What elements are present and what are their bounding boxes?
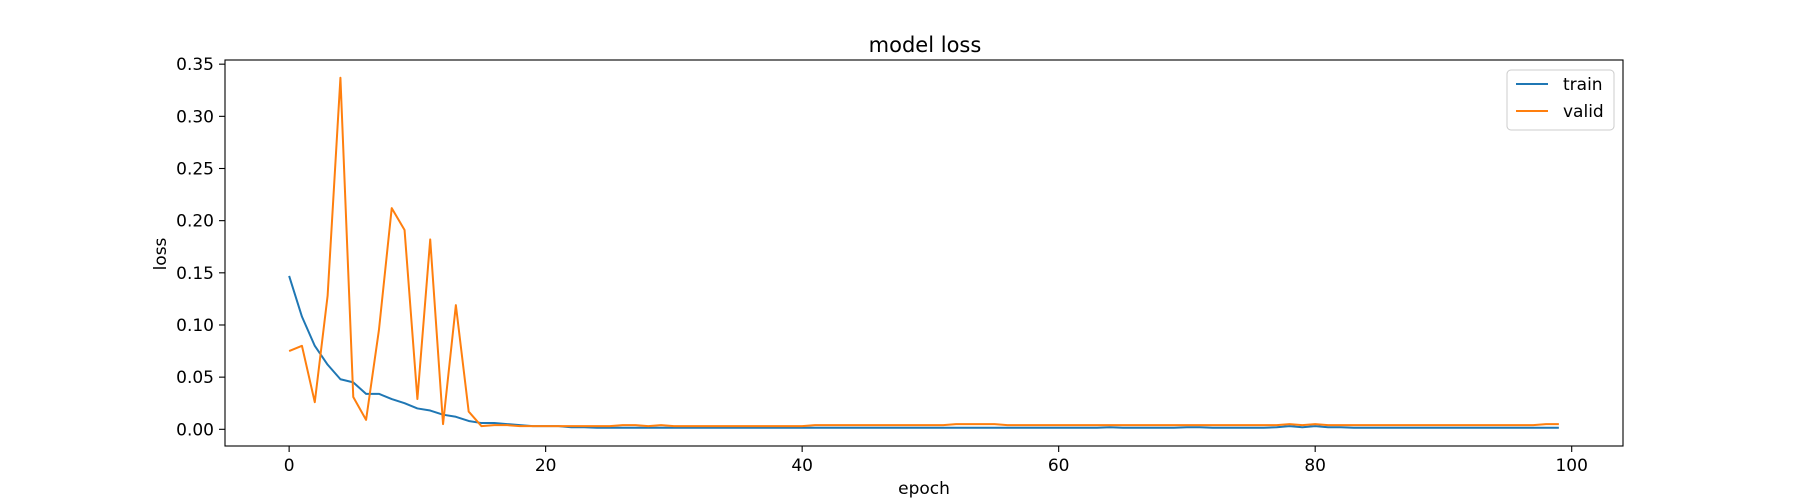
- y-tick-label: 0.15: [176, 264, 214, 284]
- y-tick-label: 0.30: [176, 107, 214, 127]
- series-line-train: [288, 275, 1559, 429]
- x-tick-label: 100: [1555, 456, 1587, 476]
- y-tick-label: 0.00: [176, 420, 214, 440]
- series-line-valid: [288, 76, 1559, 428]
- y-tick-label: 0.35: [176, 55, 214, 75]
- y-tick-label: 0.25: [176, 159, 214, 179]
- legend-label-valid: valid: [1563, 102, 1604, 122]
- x-axis-label: epoch: [898, 479, 950, 499]
- chart-title: model loss: [869, 33, 982, 57]
- y-tick-label: 0.10: [176, 316, 214, 336]
- plot-lines: [288, 76, 1559, 429]
- y-axis-label: loss: [151, 237, 171, 270]
- x-axis-ticks: 0 20 40 60 80 100: [284, 446, 1588, 476]
- legend: train valid: [1506, 69, 1615, 131]
- plot-frame: [224, 59, 1624, 447]
- x-tick-label: 20: [535, 456, 557, 476]
- y-tick-label: 0.20: [176, 212, 214, 232]
- x-tick-label: 80: [1304, 456, 1326, 476]
- x-tick-label: 40: [791, 456, 813, 476]
- y-tick-label: 0.05: [176, 368, 214, 388]
- legend-label-train: train: [1563, 75, 1603, 95]
- x-tick-label: 60: [1048, 456, 1070, 476]
- x-tick-label: 0: [284, 456, 295, 476]
- y-axis-ticks: 0.00 0.05 0.10 0.15 0.20 0.25 0.30 0.35: [176, 55, 225, 440]
